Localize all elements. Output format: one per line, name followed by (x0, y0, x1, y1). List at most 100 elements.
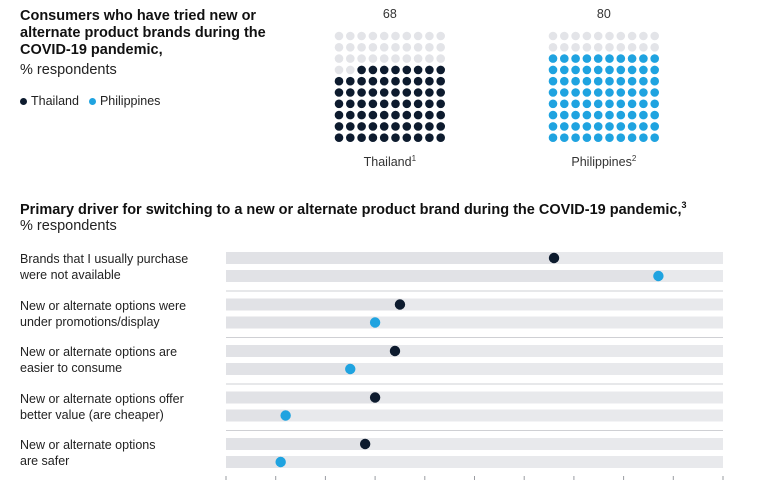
waffle-dot-thailand (334, 43, 344, 52)
waffle-dot-thailand (346, 110, 355, 120)
row-label-line: New or alternate options were (20, 298, 187, 313)
waffle-dot-philippines (627, 110, 637, 120)
legend-label-philippines: Philippines (99, 94, 161, 108)
waffle-dot-thailand (402, 65, 412, 75)
waffle-dot-thailand (334, 99, 344, 109)
row-label-line: New or alternate options offer (20, 391, 184, 406)
waffle-value-thailand: 68 (383, 7, 397, 21)
waffle-dot-philippines (571, 54, 580, 63)
waffle-dot-philippines (650, 88, 659, 97)
waffle-dot-philippines (639, 110, 648, 120)
waffle-dot-philippines (627, 122, 637, 131)
row-label-2: New or alternate options are easier to co… (20, 344, 220, 376)
waffle-dot-philippines (548, 43, 558, 52)
waffle-dot-philippines (605, 88, 614, 97)
waffle-dot-philippines (605, 54, 614, 63)
waffle-dot-philippines (548, 65, 558, 75)
bar-thailand (226, 252, 555, 264)
waffle-dot-thailand (402, 76, 412, 86)
waffle-dot-thailand (436, 110, 446, 120)
waffle-dot-philippines (582, 65, 592, 75)
waffle-dot-philippines (548, 31, 558, 41)
waffle-dot-philippines (560, 54, 569, 63)
waffle-dot-thailand (368, 65, 378, 75)
row-label-line: were not available (20, 268, 121, 282)
waffle-dot-thailand (379, 88, 389, 97)
waffle-dot-thailand (436, 99, 446, 109)
waffle-dot-philippines (650, 31, 659, 41)
waffle-dot-thailand (402, 133, 412, 142)
waffle-dot-philippines (571, 122, 580, 131)
waffle-dot-thailand (334, 31, 344, 41)
dot-thailand (359, 438, 371, 450)
waffle-dot-philippines (582, 88, 592, 97)
waffle-dot-philippines (650, 65, 659, 75)
waffle-dot-philippines (650, 133, 659, 142)
waffle-dot-thailand (379, 43, 389, 52)
waffle-dot-thailand (402, 122, 412, 131)
waffle-dot-philippines (593, 43, 603, 52)
waffle-dot-philippines (548, 76, 558, 86)
waffle-dot-philippines (616, 133, 626, 142)
waffle-dot-thailand (368, 76, 378, 86)
waffle-footnote-thailand: 1 (412, 154, 417, 163)
track-philippines (226, 456, 723, 468)
waffle-dot-thailand (402, 43, 412, 52)
waffle-dot-thailand (413, 76, 423, 86)
waffle-charts: 68 Thailand1 80 Philippines2 (334, 7, 659, 169)
waffle-dot-philippines (605, 76, 614, 86)
waffle-dot-philippines (639, 133, 648, 142)
waffle-dot-thailand (346, 43, 355, 52)
waffle-dot-thailand (357, 88, 366, 97)
waffle-dot-thailand (425, 54, 434, 63)
row-label-1: New or alternate options were under promo… (20, 298, 220, 330)
waffle-dot-philippines (593, 88, 603, 97)
waffle-dot-philippines (571, 88, 580, 97)
waffle-dot-thailand (357, 43, 366, 52)
waffle-dot-philippines (627, 76, 637, 86)
legend-item-thailand: Thailand (20, 94, 79, 108)
bar-philippines (226, 363, 351, 375)
waffle-dot-thailand (334, 133, 344, 142)
waffle-dot-thailand (425, 122, 434, 131)
dot-thailand (369, 392, 381, 403)
waffle-dot-philippines (560, 99, 569, 109)
waffle-dot-thailand (379, 54, 389, 63)
row-label-line: under promotions/display (20, 314, 160, 329)
waffle-dot-philippines (639, 43, 648, 52)
waffle-dot-thailand (413, 43, 423, 52)
waffle-dot-philippines (639, 76, 648, 86)
waffle-dot-philippines (593, 99, 603, 109)
waffle-dot-thailand (346, 133, 355, 142)
waffle-dot-philippines (627, 65, 637, 75)
waffle-dot-philippines (627, 88, 637, 97)
waffle-dot-thailand (368, 122, 378, 131)
waffle-dot-philippines (548, 99, 558, 109)
waffle-dot-philippines (560, 110, 569, 120)
waffle-dot-thailand (391, 43, 400, 52)
waffle-dot-philippines (639, 122, 648, 131)
waffle-dot-thailand (368, 133, 378, 142)
waffle-dot-philippines (593, 122, 603, 131)
waffle-dot-philippines (605, 133, 614, 142)
bar-thailand (226, 298, 400, 311)
dot-thailand (548, 252, 560, 264)
dotplot-title-text: Primary driver for switching to a new or… (20, 201, 682, 218)
waffle-dot-thailand (346, 99, 355, 109)
bar-thailand (226, 345, 395, 357)
waffle-dot-thailand (391, 65, 400, 75)
waffle-label-thailand: Thailand1 (364, 154, 417, 169)
waffle-dot-philippines (582, 122, 592, 131)
waffle-dot-philippines (650, 76, 659, 86)
dot-thailand (389, 345, 401, 357)
row-label-line: are safer (20, 454, 70, 468)
waffle-dot-philippines (593, 110, 603, 120)
waffle-dot-thailand (379, 110, 389, 120)
waffle-dot-thailand (346, 65, 355, 75)
waffle-value-philippines: 80 (597, 7, 611, 21)
row-label-line: easier to consume (20, 361, 123, 375)
bar-thailand (226, 438, 366, 450)
waffle-dot-philippines (605, 99, 614, 109)
row-label-0: Brands that I usually purchase were not a… (20, 251, 220, 283)
waffle-dot-philippines (650, 54, 659, 63)
